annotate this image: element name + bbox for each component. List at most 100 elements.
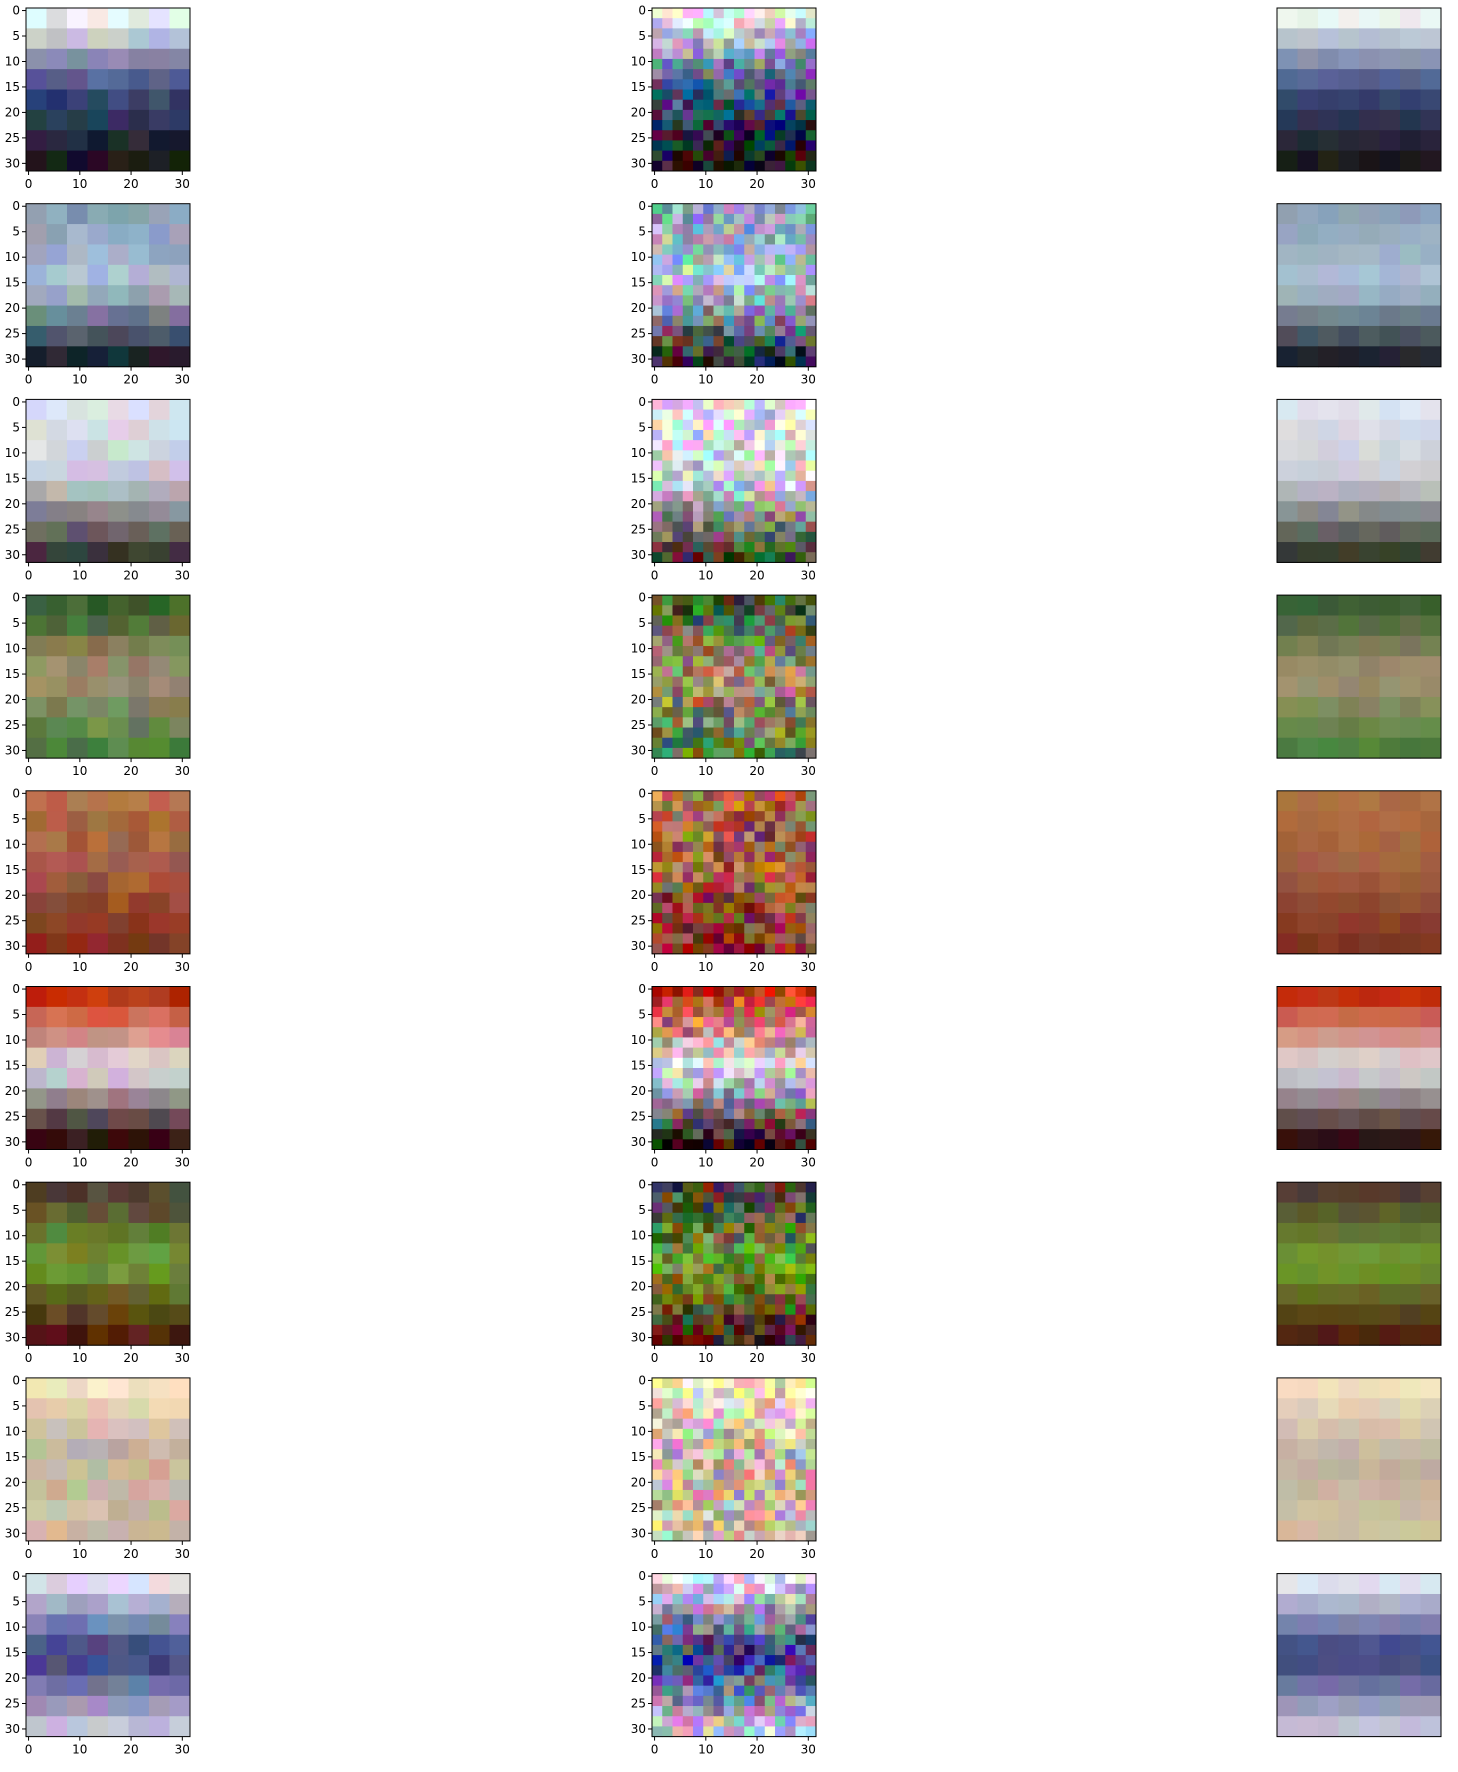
- image-pixel: [108, 1573, 129, 1595]
- image-pixel: [775, 38, 786, 50]
- image-pixel: [1277, 1304, 1298, 1326]
- image-pixel: [46, 1304, 68, 1326]
- image-pixel: [785, 595, 796, 606]
- image-pixel: [1420, 790, 1442, 812]
- image-pixel: [795, 1469, 807, 1481]
- image-pixel: [713, 1644, 725, 1656]
- image-pixel: [764, 254, 776, 266]
- image-pixel: [652, 1129, 663, 1140]
- image-pixel: [775, 1685, 786, 1697]
- image-pixel: [754, 646, 766, 657]
- image-pixel: [713, 470, 725, 482]
- image-pixel: [785, 130, 796, 141]
- image-pixel: [775, 1614, 786, 1626]
- image-pixel: [652, 295, 663, 307]
- image-pixel: [703, 130, 714, 141]
- image-pixel: [723, 336, 735, 347]
- image-pixel: [682, 1398, 694, 1409]
- image-pixel: [754, 1108, 766, 1120]
- image-pixel: [149, 635, 170, 657]
- image-pixel: [26, 933, 47, 955]
- image-pixel: [723, 1644, 735, 1656]
- image-pixel: [805, 747, 817, 759]
- image-pixel: [764, 511, 776, 523]
- image-pixel: [713, 305, 725, 317]
- image-pixel: [169, 1108, 191, 1130]
- image-pixel: [754, 1675, 766, 1687]
- image-pixel: [652, 1182, 663, 1193]
- image-pixel: [775, 470, 786, 482]
- image-pixel: [723, 48, 735, 60]
- image-pixel: [775, 285, 786, 296]
- image-pixel: [1420, 1222, 1442, 1244]
- image-pixel: [672, 315, 684, 327]
- image-pixel: [652, 707, 663, 718]
- image-pixel: [1400, 1655, 1421, 1676]
- image-pixel: [805, 1212, 817, 1224]
- image-pixel: [805, 1027, 817, 1038]
- image-pixel: [149, 419, 170, 441]
- image-pixel: [754, 1726, 766, 1738]
- x-tick-label: 10: [72, 1351, 87, 1365]
- image-pixel: [693, 1129, 704, 1140]
- image-pixel: [805, 409, 817, 421]
- image-pixel: [744, 1027, 755, 1038]
- image-pixel: [1420, 676, 1442, 698]
- image-pixel: [805, 1078, 817, 1089]
- image-pixel: [672, 747, 684, 759]
- y-tick-label: 20: [631, 1671, 646, 1685]
- image-pixel: [764, 491, 776, 502]
- image-pixel: [805, 737, 817, 749]
- image-pixel: [734, 800, 745, 812]
- image-pixel: [795, 811, 807, 822]
- image-pixel: [805, 1047, 817, 1059]
- image-pixel: [703, 1439, 714, 1450]
- image-pixel: [805, 8, 817, 19]
- image-pixel: [703, 264, 714, 276]
- image-pixel: [744, 1017, 755, 1028]
- image-pixel: [805, 356, 817, 368]
- image-pixel: [1318, 1398, 1339, 1420]
- image-pixel: [754, 1583, 766, 1595]
- image-pixel: [703, 450, 714, 462]
- image-pixel: [1420, 1439, 1442, 1460]
- image-pixel: [764, 790, 776, 802]
- image-pixel: [1379, 1459, 1401, 1481]
- image-pixel: [108, 1088, 129, 1110]
- image-pixel: [764, 1098, 776, 1110]
- image-pixel: [672, 130, 684, 141]
- image-pixel: [1318, 1284, 1339, 1305]
- image-pixel: [169, 1263, 191, 1285]
- image-pixel: [87, 1675, 109, 1697]
- image-pixel: [713, 140, 725, 152]
- image-pixel: [672, 790, 684, 802]
- image-pixel: [785, 1428, 796, 1440]
- image-pixel: [764, 213, 776, 225]
- image-pixel: [693, 356, 704, 368]
- image-pixel: [713, 1233, 725, 1244]
- y-tick-label: 5: [12, 225, 20, 239]
- y-tick-label: 25: [5, 1109, 20, 1123]
- image-pixel: [723, 1068, 735, 1079]
- image-pixel: [149, 501, 170, 523]
- image-pixel: [1318, 656, 1339, 678]
- image-pixel: [128, 1479, 150, 1501]
- image-pixel: [662, 150, 673, 162]
- image-pixel: [764, 440, 776, 451]
- image-pixel: [128, 1520, 150, 1542]
- image-pixel: [662, 625, 673, 637]
- image-pixel: [744, 1418, 755, 1430]
- image-pixel: [682, 295, 694, 307]
- image-pixel: [693, 1068, 704, 1079]
- image-pixel: [764, 1500, 776, 1511]
- image-pixel: [1277, 224, 1298, 245]
- image-pixel: [723, 1027, 735, 1038]
- image-pixel: [652, 160, 663, 172]
- image-pixel: [744, 831, 755, 843]
- image-pixel: [682, 501, 694, 512]
- image-pixel: [662, 1726, 673, 1738]
- y-tick-label: 20: [5, 497, 20, 511]
- y-tick-label: 15: [5, 1450, 20, 1464]
- image-pixel: [682, 862, 694, 873]
- x-tick-label: 10: [698, 1351, 713, 1365]
